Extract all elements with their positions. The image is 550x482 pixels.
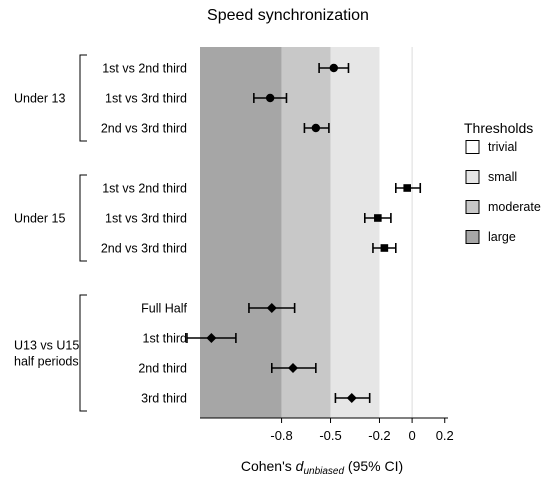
point-estimate-square: [380, 244, 389, 252]
x-tick-label: -0.2: [368, 428, 390, 443]
group-label: Under 13: [14, 92, 65, 106]
x-tick-label: 0: [408, 428, 415, 443]
row-label: 1st vs 3rd third: [105, 92, 187, 106]
legend: Thresholds trivial small moderate large: [464, 120, 541, 244]
point-estimate-diamond: [206, 333, 217, 343]
row-label: 3rd third: [141, 392, 187, 406]
estimate-row-10: [334, 393, 371, 403]
point-estimate-diamond: [266, 303, 277, 313]
estimate-row-8: [186, 333, 237, 343]
x-axis-title-d: d: [296, 458, 305, 474]
row-label: 1st third: [143, 332, 188, 346]
group-bracket-3: [79, 294, 87, 412]
threshold-band-small: [330, 47, 380, 418]
estimate-marks: [186, 63, 422, 403]
x-axis: -0.8 -0.5 -0.2 0 0.2: [200, 417, 454, 443]
x-tick-label: -0.8: [270, 428, 292, 443]
group-label: U13 vs U15: [14, 339, 79, 353]
x-axis-title-subscript: unbiased: [303, 466, 344, 477]
legend-label-moderate: moderate: [488, 200, 541, 214]
estimate-row-3: [303, 123, 330, 133]
estimate-row-1: [318, 63, 350, 73]
point-estimate-square: [403, 184, 412, 192]
point-estimate-square: [374, 214, 382, 222]
estimate-row-9: [270, 363, 317, 373]
legend-swatch-small: [465, 170, 480, 184]
threshold-band-moderate: [281, 47, 331, 418]
group-label: Under 15: [14, 212, 65, 226]
legend-title: Thresholds: [464, 120, 533, 136]
point-estimate-circle: [311, 123, 321, 133]
x-axis-title: Cohen's dunbiased (95% CI): [241, 458, 403, 477]
estimate-row-2: [253, 93, 288, 103]
estimate-row-7: [248, 303, 296, 313]
estimate-row-4: [394, 183, 422, 193]
x-tick-label: 0.2: [436, 428, 454, 443]
row-label: 1st vs 2nd third: [102, 182, 187, 196]
group-brackets: Under 13 Under 15 U13 vs U15 half periods: [14, 54, 87, 412]
row-label: 2nd vs 3rd third: [101, 242, 187, 256]
x-axis-title-suffix: (95% CI): [344, 458, 403, 474]
estimate-row-5: [363, 213, 392, 223]
row-label: 1st vs 2nd third: [102, 62, 187, 76]
legend-swatch-large: [465, 230, 480, 244]
legend-label-small: small: [488, 170, 517, 184]
x-tick-label: -0.5: [319, 428, 341, 443]
legend-swatch-moderate: [465, 200, 480, 214]
point-estimate-circle: [265, 93, 275, 103]
row-label: Full Half: [141, 302, 187, 316]
point-estimate-circle: [329, 63, 338, 73]
x-axis-title-prefix: Cohen's: [241, 458, 296, 474]
estimate-row-6: [372, 243, 397, 253]
group-label: half periods: [14, 355, 79, 369]
threshold-band-large: [200, 47, 282, 418]
row-label: 2nd vs 3rd third: [101, 122, 187, 136]
point-estimate-diamond: [346, 393, 357, 403]
point-estimate-diamond: [288, 363, 298, 373]
legend-swatch-trivial: [465, 140, 480, 154]
threshold-bands: [200, 47, 380, 418]
chart-title: Speed synchronization: [207, 7, 369, 24]
row-label: 2nd third: [138, 362, 187, 376]
group-bracket-1: [79, 54, 87, 142]
group-bracket-2: [79, 174, 87, 262]
row-labels: 1st vs 2nd third 1st vs 3rd third 2nd vs 3…: [101, 62, 188, 406]
row-label: 1st vs 3rd third: [105, 212, 187, 226]
legend-label-trivial: trivial: [488, 140, 517, 154]
legend-label-large: large: [488, 230, 516, 244]
